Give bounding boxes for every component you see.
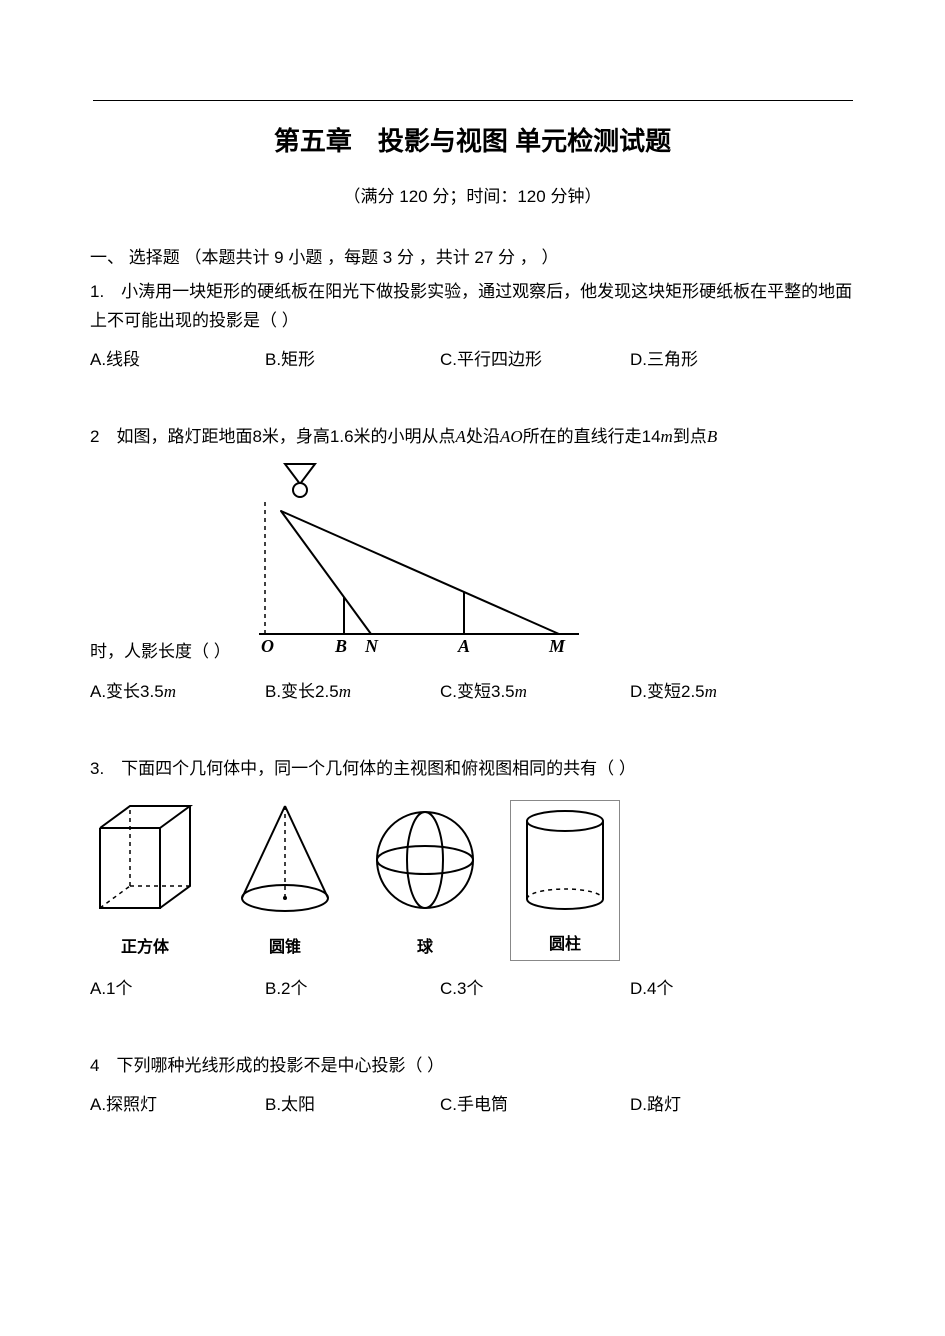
streetlight-diagram-svg: O B N A M xyxy=(249,462,589,657)
sphere-label: 球 xyxy=(370,934,480,961)
q1-stem: 1. 小涛用一块矩形的硬纸板在阳光下做投影实验，通过观察后，他发现这块矩形硬纸板… xyxy=(90,278,855,336)
q1-opt-d: D.三角形 xyxy=(630,346,805,375)
cylinder-svg xyxy=(517,805,613,915)
top-rule xyxy=(93,100,853,101)
section-header: 一、 选择题 （本题共计 9 小题 ，每题 3 分 ，共计 27 分 ， ） xyxy=(90,243,855,268)
q3-opt-a: A.1个 xyxy=(90,975,265,1004)
q4-options: A.探照灯 B.太阳 C.手电筒 D.路灯 xyxy=(90,1091,855,1120)
page-subtitle: （满分 120 分；时间：120 分钟） xyxy=(90,182,855,207)
q2-var-B: B xyxy=(707,427,717,446)
lamp-bulb xyxy=(293,483,307,497)
q2-stem-b: 处沿 xyxy=(466,427,500,446)
q2-opt-b: B.变长2.5m xyxy=(265,678,440,707)
cube-svg xyxy=(90,798,200,918)
q1-opt-b: B.矩形 xyxy=(265,346,440,375)
q2-opt-d: D.变短2.5m xyxy=(630,678,805,707)
q2-b-m: m xyxy=(339,682,351,701)
question-4: 4 下列哪种光线形成的投影不是中心投影（ ） A.探照灯 B.太阳 C.手电筒 … xyxy=(90,1052,855,1120)
q2-var-AO: AO xyxy=(500,427,523,446)
label-B: B xyxy=(334,636,347,656)
q3-options: A.1个 B.2个 C.3个 D.4个 xyxy=(90,975,855,1004)
q2-stem-d: 到点 xyxy=(673,427,707,446)
q2-var-m: m xyxy=(661,427,673,446)
label-A: A xyxy=(457,636,470,656)
q3-opt-d: D.4个 xyxy=(630,975,805,1004)
q4-opt-b: B.太阳 xyxy=(265,1091,440,1120)
cone-label: 圆锥 xyxy=(230,934,340,961)
q3-opt-b: B.2个 xyxy=(265,975,440,1004)
question-3: 3. 下面四个几何体中，同一个几何体的主视图和俯视图相同的共有（ ） 正方体 圆 xyxy=(90,755,855,1004)
label-M: M xyxy=(548,636,566,656)
q2-opt-b-text: B.变长2.5 xyxy=(265,682,339,701)
q4-opt-a: A.探照灯 xyxy=(90,1091,265,1120)
q2-opt-a: A.变长3.5m xyxy=(90,678,265,707)
q3-stem: 3. 下面四个几何体中，同一个几何体的主视图和俯视图相同的共有（ ） xyxy=(90,755,855,784)
ray-am xyxy=(281,511,559,634)
q2-d-m: m xyxy=(705,682,717,701)
cylinder-label: 圆柱 xyxy=(517,931,613,958)
q2-stem-e: 时，人影长度（ ） xyxy=(90,642,231,661)
q2-opt-c-text: C.变短3.5 xyxy=(440,682,515,701)
q2-var-A: A xyxy=(456,427,466,446)
ray-bn xyxy=(281,511,371,634)
lamp-shade xyxy=(285,464,315,484)
q2-opt-a-text: A.变长3.5 xyxy=(90,682,164,701)
q4-opt-d: D.路灯 xyxy=(630,1091,805,1120)
cone-svg xyxy=(230,798,340,918)
cylinder-box: 圆柱 xyxy=(510,800,620,961)
q4-opt-c: C.手电筒 xyxy=(440,1091,630,1120)
shape-cylinder: 圆柱 xyxy=(510,800,620,961)
q2-a-m: m xyxy=(164,682,176,701)
cube-label: 正方体 xyxy=(90,934,200,961)
page-title: 第五章 投影与视图 单元检测试题 xyxy=(90,121,855,158)
q1-opt-a: A.线段 xyxy=(90,346,265,375)
sphere-svg xyxy=(370,798,480,918)
label-N: N xyxy=(364,636,379,656)
q2-options: A.变长3.5m B.变长2.5m C.变短3.5m D.变短2.5m xyxy=(90,678,855,707)
q2-opt-c: C.变短3.5m xyxy=(440,678,630,707)
label-O: O xyxy=(261,636,274,656)
q2-stem-a: 2 如图，路灯距地面8米，身高1.6米的小明从点 xyxy=(90,427,456,446)
q4-stem: 4 下列哪种光线形成的投影不是中心投影（ ） xyxy=(90,1052,855,1081)
q1-opt-c: C.平行四边形 xyxy=(440,346,630,375)
shape-sphere: 球 xyxy=(370,798,480,961)
q2-stem-c: 所在的直线行走14 xyxy=(523,427,661,446)
q1-options: A.线段 B.矩形 C.平行四边形 D.三角形 xyxy=(90,346,855,375)
question-2: 2 如图，路灯距地面8米，身高1.6米的小明从点A处沿AO所在的直线行走14m到… xyxy=(90,423,855,708)
question-1: 1. 小涛用一块矩形的硬纸板在阳光下做投影实验，通过观察后，他发现这块矩形硬纸板… xyxy=(90,278,855,375)
shape-cone: 圆锥 xyxy=(230,798,340,961)
q2-stem-wrapper: 2 如图，路灯距地面8米，身高1.6米的小明从点A处沿AO所在的直线行走14m到… xyxy=(90,423,855,667)
q3-opt-c: C.3个 xyxy=(440,975,630,1004)
q2-opt-d-text: D.变短2.5 xyxy=(630,682,705,701)
q2-c-m: m xyxy=(515,682,527,701)
shape-cube: 正方体 xyxy=(90,798,200,961)
q3-shapes-row: 正方体 圆锥 球 xyxy=(90,798,855,961)
q2-diagram: O B N A M xyxy=(249,462,589,667)
